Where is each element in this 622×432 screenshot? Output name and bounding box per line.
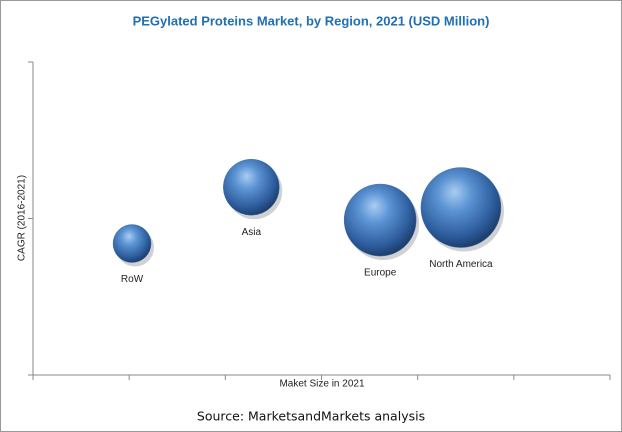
source-note: Source: MarketsandMarkets analysis xyxy=(197,409,425,424)
bubble xyxy=(343,183,417,257)
bubble xyxy=(420,167,502,248)
chart-title: PEGylated Proteins Market, by Region, 20… xyxy=(133,13,490,28)
bubble-label: Europe xyxy=(364,268,397,279)
x-axis-label: Maket Size in 2021 xyxy=(279,379,364,390)
bubble-label: Asia xyxy=(242,227,262,238)
bubble xyxy=(223,158,280,216)
bubble xyxy=(112,224,152,263)
bubble-label: North America xyxy=(429,259,493,270)
bubble-label: RoW xyxy=(121,274,144,285)
y-axis-label: CAGR (2016-2021) xyxy=(17,175,28,261)
